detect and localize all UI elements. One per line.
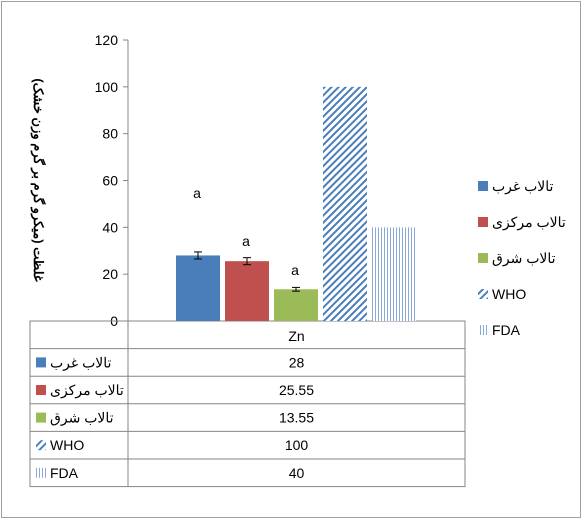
table-category-header: Zn [288,328,304,344]
table-series-name: FDA [50,465,79,481]
table-series-name: تالاب مرکزی [50,382,124,399]
legend-key [478,181,488,191]
legend-label: تالاب غرب [492,178,554,195]
table-value: 40 [289,465,305,481]
bar [372,227,416,321]
table-series-name: تالاب غرب [50,354,112,371]
significance-label: a [291,262,299,278]
table-value: 100 [285,437,309,453]
legend: تالاب غرب تالاب مرکزی تالاب شرق WHO FDA [478,178,566,338]
significance-label: a [193,185,201,201]
table-value: 13.55 [279,410,314,426]
legend-key [478,325,488,335]
y-tick-label: 100 [95,79,119,95]
y-tick-label: 20 [102,266,118,282]
y-tick-label: 60 [102,173,118,189]
table-legend-key [36,467,46,478]
table-legend-key [36,385,46,395]
legend-key [478,217,488,227]
bar [176,255,220,321]
legend-key [478,289,488,299]
legend-label: WHO [492,286,526,302]
legend-label: تالاب مرکزی [492,214,566,231]
table-series-name: WHO [50,437,84,453]
legend-label: FDA [492,322,521,338]
table-legend-key [36,357,46,368]
significance-label: a [242,233,250,249]
table-legend-key [36,412,46,423]
legend-label: تالاب شرق [492,250,556,267]
plot-area: a a a [176,86,416,321]
table-value: 28 [289,354,305,370]
y-tick-label: 80 [102,126,118,142]
bar [225,261,269,321]
table-legend-key [36,440,46,451]
legend-key [478,253,488,263]
y-tick-label: 40 [102,219,118,235]
table-value: 25.55 [279,382,314,398]
table-series-name: تالاب شرق [50,410,114,427]
bar [274,289,318,321]
bar [323,86,367,321]
y-tick-label: 120 [95,32,119,48]
y-axis-label: غلظت (میکرو گرم بر گرم وزن خشک) [30,78,47,282]
